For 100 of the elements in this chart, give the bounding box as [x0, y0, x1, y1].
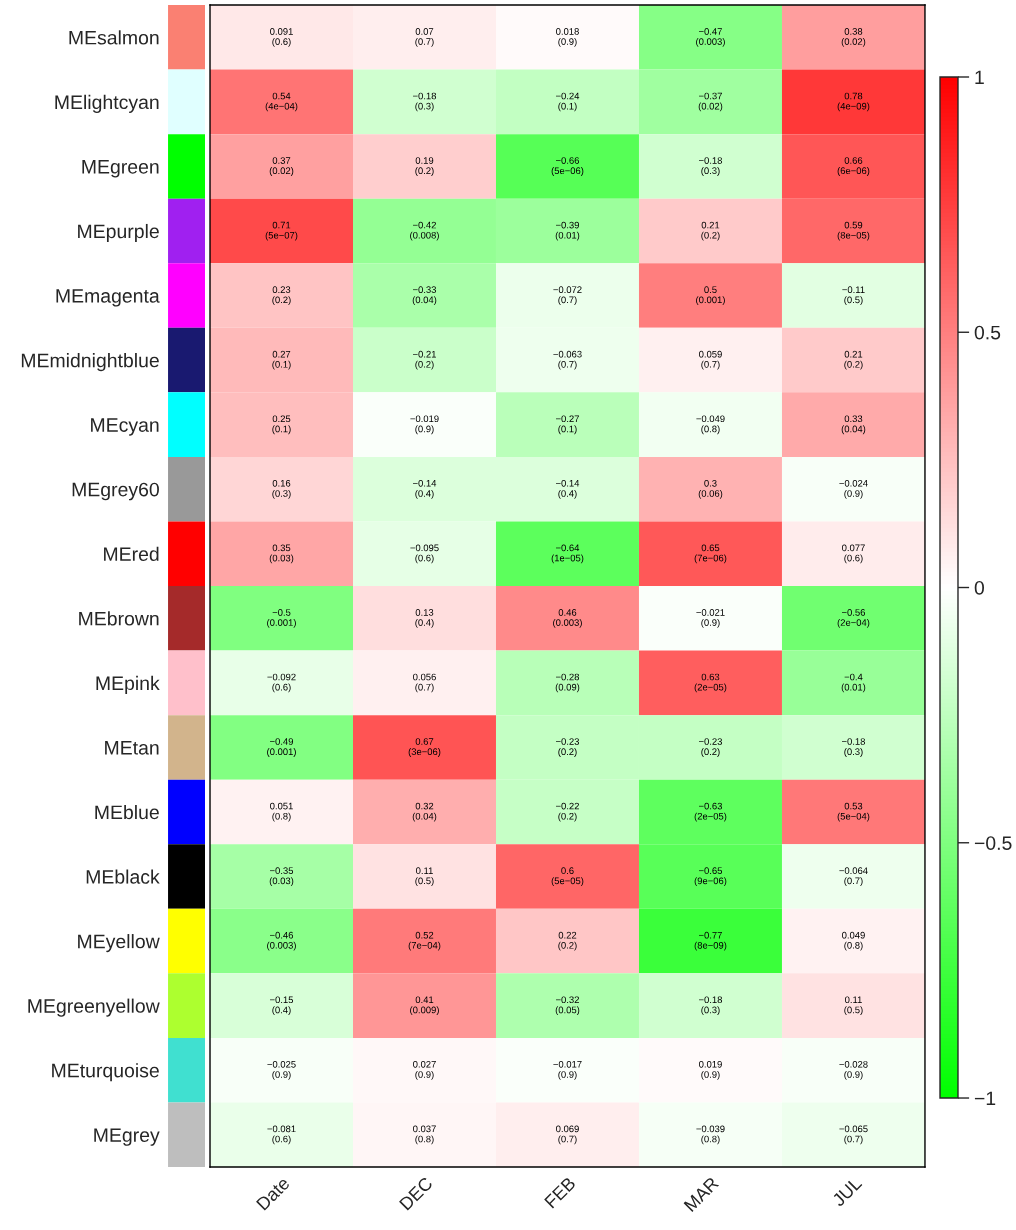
data-label: −0.028 (0.9) [839, 1060, 868, 1080]
data-label: −0.32 (0.05) [555, 996, 580, 1016]
data-label: −0.017 (0.9) [553, 1060, 582, 1080]
data-label: 0.3 (0.06) [698, 479, 723, 499]
data-label: −0.37 (0.02) [698, 92, 723, 112]
data-label: 0.051 (0.8) [270, 802, 293, 822]
color-bar-label: −0.5 [974, 836, 1012, 850]
data-label: 0.63 (2e−05) [694, 673, 727, 693]
data-label: 0.069 (0.7) [556, 1125, 579, 1145]
data-label: −0.77 (8e−09) [694, 931, 727, 951]
data-label: −0.081 (0.6) [267, 1125, 296, 1145]
data-label: −0.039 (0.8) [696, 1125, 725, 1145]
data-label: 0.78 (4e−09) [837, 92, 870, 112]
data-label: −0.021 (0.9) [696, 609, 725, 628]
y-tick-label: MEblue [95, 804, 159, 820]
y-tick-label: MEturquoise [52, 1063, 159, 1082]
data-label: 0.25 (0.1) [272, 415, 291, 435]
y-tick-label: MEgreen [82, 160, 159, 178]
data-label: −0.64 (1e−05) [551, 544, 584, 564]
data-label: −0.18 (0.3) [413, 92, 437, 112]
data-label: −0.46 (0.003) [267, 931, 296, 951]
data-label: 0.52 (7e−04) [408, 931, 441, 951]
data-label: 0.5 (0.001) [696, 286, 725, 306]
data-label: −0.5 (0.001) [267, 609, 296, 628]
data-label: 0.35 (0.03) [269, 544, 294, 564]
y-tick-label: MEbrown [79, 611, 159, 626]
data-label: −0.35 (0.03) [269, 867, 294, 887]
data-label: −0.11 (0.5) [842, 286, 865, 306]
data-label: 0.67 (3e−06) [408, 738, 441, 757]
data-label: 0.59 (8e−05) [837, 221, 870, 241]
data-label: 0.66 (6e−06) [837, 157, 870, 176]
data-label: 0.21 (0.2) [844, 350, 863, 370]
color-bar-label: −1 [974, 1091, 996, 1106]
data-label: 0.54 (4e−04) [265, 92, 298, 112]
data-label: −0.47 (0.003) [696, 28, 725, 47]
data-label: −0.092 (0.6) [267, 673, 296, 693]
data-label: 0.077 (0.6) [842, 544, 865, 564]
y-tick-label: MEblack [86, 869, 160, 884]
color-bar-label: 0.5 [974, 325, 1001, 340]
data-label: 0.056 (0.7) [413, 673, 436, 693]
data-label: −0.15 (0.4) [270, 996, 294, 1016]
y-tick-label: MEtan [105, 741, 159, 755]
data-label: 0.049 (0.8) [842, 931, 865, 951]
data-label: 0.059 (0.7) [699, 350, 722, 370]
data-label: −0.42 (0.008) [410, 221, 439, 241]
data-label: −0.095 (0.6) [410, 544, 439, 564]
data-label: 0.53 (5e−04) [837, 802, 870, 822]
data-label: −0.39 (0.01) [555, 221, 580, 241]
y-tick-label: MEred [104, 546, 159, 561]
data-label: −0.4 (0.01) [841, 673, 866, 693]
data-label: −0.049 (0.8) [696, 415, 725, 435]
data-label: 0.11 (0.5) [415, 867, 434, 887]
data-label: 0.037 (0.8) [413, 1125, 436, 1145]
data-label: 0.16 (0.3) [272, 479, 291, 499]
data-label: −0.49 (0.001) [267, 738, 296, 757]
data-label: −0.21 (0.2) [413, 350, 436, 370]
y-tick-label: MEmagenta [56, 289, 160, 307]
data-label: 0.6 (5e−05) [551, 867, 584, 887]
data-label: 0.11 (0.5) [844, 996, 863, 1016]
color-bar-label: 1 [975, 70, 984, 85]
data-label: 0.71 (5e−07) [265, 221, 298, 241]
data-label: −0.072 (0.7) [553, 286, 582, 306]
x-tick-label: FEB [544, 1176, 577, 1209]
data-label: −0.23 (0.2) [699, 738, 723, 757]
data-label: −0.28 (0.09) [555, 673, 580, 693]
data-label: 0.019 (0.9) [699, 1060, 722, 1080]
data-label: −0.23 (0.2) [556, 738, 580, 757]
data-label: −0.18 (0.3) [841, 738, 866, 757]
data-label: −0.065 (0.7) [839, 1125, 868, 1145]
data-label: 0.41 (0.009) [410, 996, 439, 1016]
data-label: 0.22 (0.2) [558, 931, 577, 951]
data-label: 0.091 (0.6) [270, 28, 293, 47]
data-label: 0.018 (0.9) [556, 28, 579, 47]
data-label: 0.46 (0.003) [553, 609, 582, 628]
data-label: 0.21 (0.2) [701, 221, 720, 241]
y-tick-label: MEyellow [78, 934, 160, 953]
data-label: −0.025 (0.9) [267, 1060, 296, 1080]
data-label: −0.14 (0.4) [556, 479, 580, 499]
data-label: −0.18 (0.3) [699, 157, 723, 176]
data-label: −0.064 (0.7) [839, 867, 868, 887]
data-label: −0.33 (0.04) [412, 286, 437, 306]
data-label: 0.65 (7e−06) [694, 544, 727, 564]
data-label: −0.24 (0.1) [556, 92, 580, 112]
data-label: −0.063 (0.7) [553, 350, 582, 370]
data-label: 0.19 (0.2) [415, 157, 434, 176]
data-label: 0.37 (0.02) [269, 157, 294, 176]
data-label: −0.27 (0.1) [556, 415, 579, 435]
data-label: −0.22 (0.2) [556, 802, 579, 822]
y-tick-label: MElightcyan [55, 94, 159, 113]
color-bar-label: 0 [974, 580, 985, 595]
data-label: −0.65 (9e−06) [694, 867, 727, 887]
y-tick-label: MEgrey [94, 1128, 160, 1146]
data-label: −0.66 (5e−06) [551, 157, 584, 176]
data-label: −0.019 (0.9) [410, 415, 439, 435]
data-label: 0.23 (0.2) [272, 286, 291, 306]
y-tick-label: MEgrey60 [72, 482, 159, 501]
x-tick-label: JUL [831, 1176, 863, 1208]
data-label: 0.38 (0.02) [841, 28, 866, 47]
y-tick-label: MEsalmon [69, 30, 159, 45]
y-tick-label: MEpurple [78, 223, 159, 243]
